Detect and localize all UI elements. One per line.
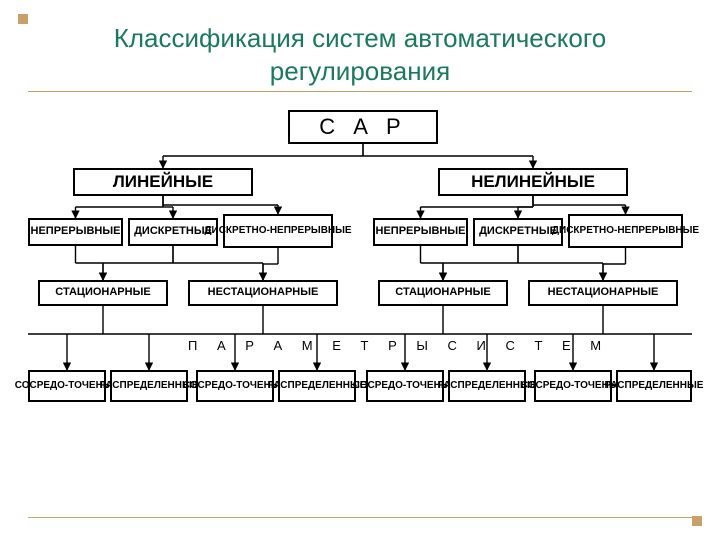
- footer-rule: [28, 517, 692, 518]
- node-l3b1: СТАЦИОНАРНЫЕ: [378, 280, 508, 306]
- node-l4_6: РАСПРЕДЕЛЕННЫЕ: [448, 370, 526, 402]
- accent-square-tl: [18, 14, 28, 24]
- node-l3a2: НЕСТАЦИОНАРНЫЕ: [188, 280, 338, 306]
- node-l3a1: СТАЦИОНАРНЫЕ: [38, 280, 168, 306]
- node-l4_5: СОСРЕДО-ТОЧЕНЫЕ: [366, 370, 444, 402]
- node-l2a3: ДИСКРЕТНО-НЕПРЕРЫВНЫЕ: [223, 214, 333, 248]
- node-l2b2: ДИСКРЕТНЫЕ: [473, 218, 563, 246]
- node-l3b2: НЕСТАЦИОНАРНЫЕ: [528, 280, 678, 306]
- node-l1a: ЛИНЕЙНЫЕ: [73, 168, 253, 196]
- node-l1b: НЕЛИНЕЙНЫЕ: [438, 168, 628, 196]
- node-root: С А Р: [288, 110, 438, 144]
- node-l4_2: РАСПРЕДЕЛЕННЫЕ: [110, 370, 188, 402]
- node-l4_7: СОСРЕДО-ТОЧЕНЫЕ: [534, 370, 612, 402]
- classification-diagram: П А Р А М Е Т Р Ы С И С Т Е М С А Р ЛИНЕЙ…: [28, 110, 692, 480]
- slide-title: Классификация систем автоматического рег…: [28, 22, 692, 87]
- node-l4_3: СОСРЕДО-ТОЧЕНЫЕ: [196, 370, 274, 402]
- params-caption: П А Р А М Е Т Р Ы С И С Т Е М: [188, 338, 609, 353]
- accent-square-br: [692, 516, 702, 526]
- slide: Классификация систем автоматического рег…: [0, 0, 720, 540]
- node-l2b1: НЕПРЕРЫВНЫЕ: [373, 218, 468, 246]
- title-rule: [28, 91, 692, 92]
- node-l4_8: РАСПРЕДЕЛЕННЫЕ: [616, 370, 692, 402]
- node-l4_4: РАСПРЕДЕЛЕННЫЕ: [278, 370, 356, 402]
- node-l2a1: НЕПРЕРЫВНЫЕ: [28, 218, 123, 246]
- node-l2b3: ДИСКРЕТНО-НЕПРЕРЫВНЫЕ: [568, 214, 683, 248]
- node-l4_1: СОСРЕДО-ТОЧЕНЫЕ: [28, 370, 106, 402]
